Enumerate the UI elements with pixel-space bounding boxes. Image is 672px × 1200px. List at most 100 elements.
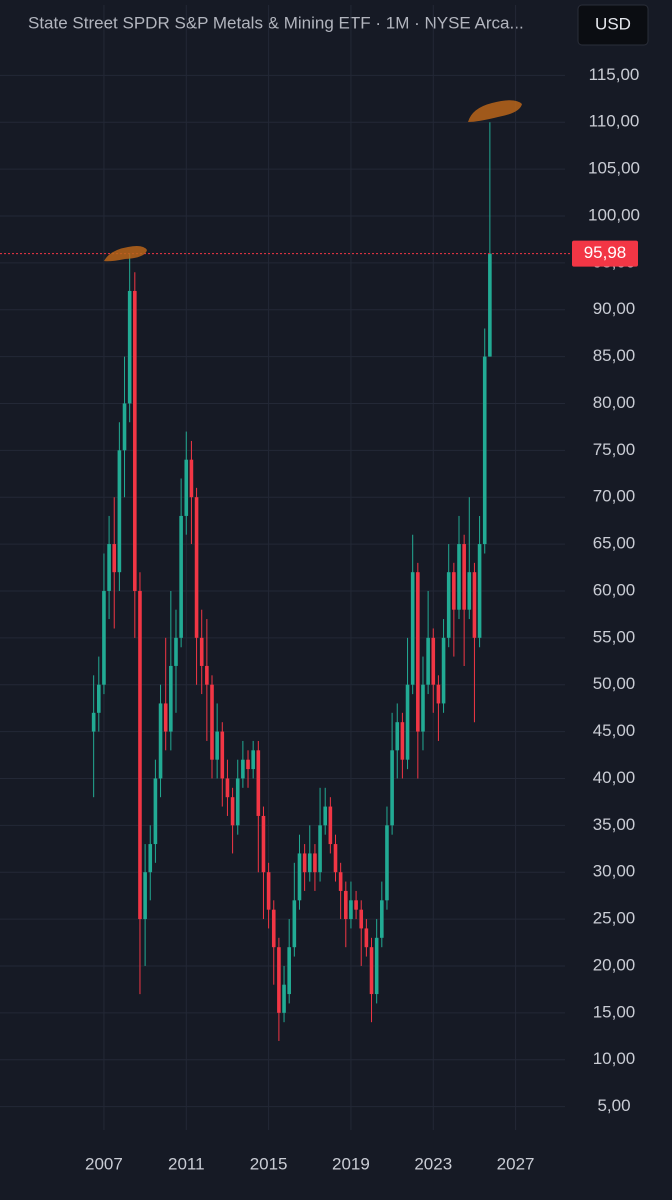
candle-body [338,872,343,891]
last-price-label: 95,98 [584,243,627,262]
candle-body [328,806,333,845]
y-tick-label: 70,00 [593,487,636,506]
candle-body [199,637,204,666]
candle-body [215,731,219,760]
candle-body [117,450,122,573]
candle-body [477,544,482,638]
y-tick-label: 105,00 [588,159,640,178]
y-tick-label: 90,00 [593,299,636,318]
y-tick-label: 10,00 [593,1049,636,1068]
candle-body [282,984,286,1013]
candle-body [307,853,312,873]
candle-body [122,403,127,451]
candle-body [405,684,410,760]
x-tick-label: 2011 [168,1154,205,1173]
candle-body [318,825,322,873]
last-price-box [572,240,638,267]
y-tick-label: 5,00 [597,1096,630,1115]
candle-body [91,712,96,732]
currency-button-bg[interactable] [577,4,649,46]
y-tick-label: 80,00 [593,393,636,412]
y-tick-label: 35,00 [593,815,636,834]
candle-body [416,572,420,732]
candle-body [354,900,358,910]
candle-body [446,572,451,638]
candle-body [385,825,389,901]
candle-body [210,684,214,760]
candle-body [374,937,379,995]
candle-body [369,947,374,995]
candle-body [261,815,266,873]
y-tick-label: 110,00 [589,112,640,131]
candle-body [107,544,111,591]
highlight [468,100,522,122]
candle-body [184,459,189,516]
candle-body [241,759,245,779]
candle-body [133,290,137,591]
chart-title: State Street SPDR S&P Metals & Mining ET… [28,13,524,32]
candle-body [343,890,348,920]
y-tick-label: 15,00 [593,1002,636,1021]
x-tick-label: 2023 [414,1154,452,1173]
candle-body [302,853,307,873]
candle-body [364,928,369,948]
candle-body [220,731,225,779]
x-tick-label: 2007 [85,1154,123,1173]
candle-body [96,684,101,713]
candle-body [112,544,117,573]
candle-body [235,778,240,826]
candle-body [169,665,173,732]
currency-label[interactable]: USD [595,14,631,33]
candle-body [287,947,291,995]
candle-body [127,290,132,404]
y-tick-label: 40,00 [593,768,636,787]
candle-body [148,844,153,873]
y-tick-label: 45,00 [593,721,636,740]
candle-body [205,665,209,685]
y-tick-label: 75,00 [593,440,636,459]
y-tick-label: 50,00 [593,674,636,693]
candle-body [426,637,430,685]
candle-body [467,572,472,610]
candle-body [313,853,317,873]
candle-body [277,947,281,1013]
candle-body [488,253,492,357]
y-tick-label: 85,00 [593,346,636,365]
candle-body [163,703,168,732]
x-tick-label: 2015 [250,1154,288,1173]
candle-body [256,750,261,816]
candle-body [349,900,353,920]
candle-body [380,900,384,938]
candle-body [271,909,276,948]
candle-body [421,684,425,732]
candle-body [333,844,338,873]
candle-body [436,684,441,704]
x-tick-label: 2019 [332,1154,370,1173]
candle-body [390,750,394,826]
y-tick-label: 25,00 [593,909,636,928]
candle-body [395,722,400,751]
currency-button[interactable]: USD [577,4,649,46]
candle-body [297,853,302,901]
candle-body [410,572,415,685]
candle-body [153,778,158,845]
y-tick-label: 30,00 [593,862,636,881]
y-tick-label: 55,00 [593,627,636,646]
y-tick-label: 20,00 [593,955,636,974]
candle-body [482,356,487,545]
y-tick-label: 65,00 [593,534,636,553]
candle-body [452,572,456,610]
candle-body [359,909,364,929]
candle-body [158,703,163,779]
candle-body [246,759,250,770]
candle-body [179,515,183,638]
candle-body [323,806,328,826]
candle-body [138,590,142,920]
candle-body [400,722,405,760]
candle-body [143,872,147,920]
candle-body [472,572,477,638]
candle-body [102,590,106,685]
y-tick-label: 115,00 [589,65,640,84]
